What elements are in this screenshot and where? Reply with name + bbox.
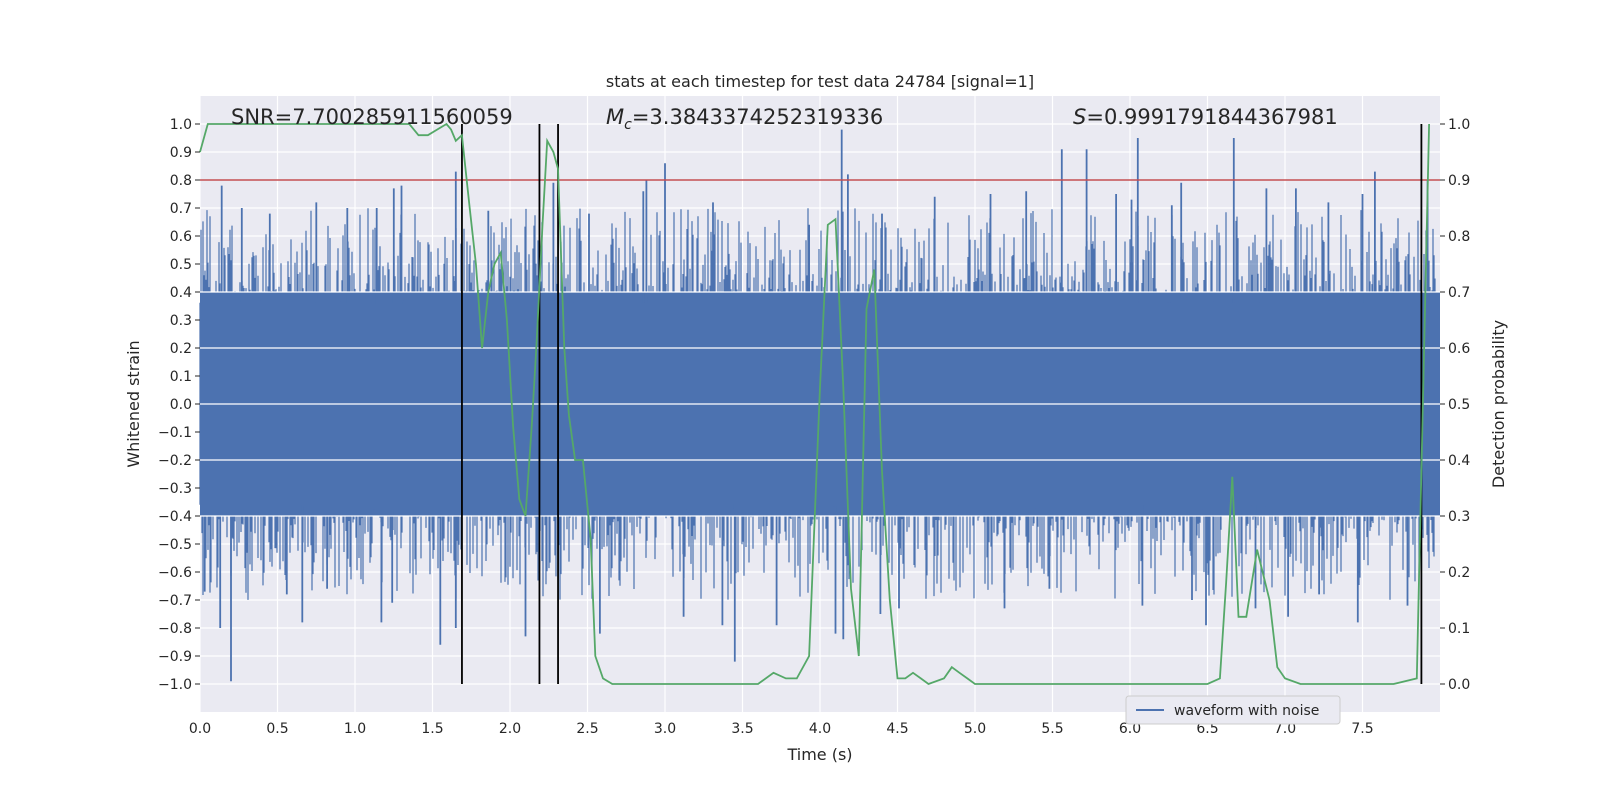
- x-tick-label: 2.5: [576, 721, 598, 737]
- y-tick-label: 0.6: [170, 229, 192, 245]
- y-tick-label: 0.7: [170, 201, 192, 217]
- x-tick-label: 0.5: [266, 721, 288, 737]
- s-annotation: S=0.9991791844367981: [1073, 105, 1338, 129]
- y2-tick-label: 0.6: [1448, 341, 1470, 357]
- y-tick-label: −0.7: [158, 593, 192, 609]
- y-tick-label: −0.4: [158, 509, 192, 525]
- y-tick-label: −1.0: [158, 677, 192, 693]
- y2-tick-label: 0.2: [1448, 565, 1470, 581]
- y-tick-label: 0.3: [170, 313, 192, 329]
- y2-tick-label: 0.8: [1448, 229, 1470, 245]
- x-tick-label: 2.0: [499, 721, 521, 737]
- chirp-mass-value: =3.3843374252319336: [632, 105, 883, 129]
- y-tick-label: −0.5: [158, 537, 192, 553]
- x-tick-label: 7.0: [1274, 721, 1296, 737]
- y-tick-label: 0.9: [170, 145, 192, 161]
- y-axis-label: Whitened strain: [124, 340, 143, 467]
- x-tick-label: 1.5: [421, 721, 443, 737]
- y-tick-label: −0.8: [158, 621, 192, 637]
- y2-tick-label: 0.0: [1448, 677, 1470, 693]
- chart-title: stats at each timestep for test data 247…: [606, 72, 1034, 91]
- legend-box: [1125, 695, 1341, 725]
- y-tick-label: 0.0: [170, 397, 192, 413]
- chirp-mass-annotation: Mc=3.3843374252319336: [606, 105, 883, 133]
- x-tick-label: 5.5: [1041, 721, 1063, 737]
- y2-tick-label: 0.7: [1448, 285, 1470, 301]
- x-tick-label: 0.0: [189, 721, 211, 737]
- x-tick-label: 4.0: [809, 721, 831, 737]
- chirp-mass-subscript: c: [624, 117, 632, 133]
- y-tick-label: −0.6: [158, 565, 192, 581]
- x-tick-label: 6.5: [1196, 721, 1218, 737]
- y2-tick-label: 0.5: [1448, 397, 1470, 413]
- x-tick-label: 7.5: [1351, 721, 1373, 737]
- y-axis-right: 1.0 0.9 0.8 0.7 0.6 0.5 0.4 0.3 0.2 0.1 0.0: [1440, 117, 1470, 693]
- y2-tick-label: 0.9: [1448, 173, 1470, 189]
- y-tick-label: −0.9: [158, 649, 192, 665]
- chirp-mass-symbol: M: [606, 105, 624, 129]
- x-axis: 0.0 0.5 1.0 1.5 2.0 2.5 3.0 3.5 4.0 4.5 5.0 5.5 6.0 6…: [189, 721, 1374, 737]
- y2-axis-label: Detection probability: [1489, 320, 1508, 488]
- legend: waveform with noise: [1125, 695, 1341, 725]
- y2-tick-label: 0.4: [1448, 453, 1470, 469]
- x-tick-label: 6.0: [1119, 721, 1141, 737]
- y2-tick-label: 1.0: [1448, 117, 1470, 133]
- detection-probability-line: [199, 122, 1430, 686]
- y2-tick-label: 0.1: [1448, 621, 1470, 637]
- y-tick-label: 0.1: [170, 369, 192, 385]
- x-axis-label: Time (s): [786, 745, 852, 764]
- y-tick-label: −0.1: [158, 425, 192, 441]
- y-tick-label: 1.0: [170, 117, 192, 133]
- x-tick-label: 5.0: [964, 721, 986, 737]
- x-tick-label: 3.0: [654, 721, 676, 737]
- x-tick-label: 3.5: [731, 721, 753, 737]
- y-tick-label: −0.3: [158, 481, 192, 497]
- y-tick-label: 0.2: [170, 341, 192, 357]
- waveform-extremes: [203, 129, 1429, 682]
- x-tick-label: 1.0: [344, 721, 366, 737]
- waveform-series: [199, 129, 1440, 682]
- y-tick-label: 0.5: [170, 257, 192, 273]
- x-tick-label: 4.5: [886, 721, 908, 737]
- s-symbol: S: [1073, 105, 1086, 129]
- y2-tick-label: 0.3: [1448, 509, 1470, 525]
- y-tick-label: 0.8: [170, 173, 192, 189]
- y-axis-left: 1.0 0.9 0.8 0.7 0.6 0.5 0.4 0.3 0.2 0.1 0.0 −0.1 −0.…: [158, 117, 200, 693]
- legend-entry: waveform with noise: [1174, 703, 1319, 719]
- y-tick-label: 0.4: [170, 285, 192, 301]
- event-lines: [461, 124, 1423, 684]
- s-value: =0.9991791844367981: [1086, 105, 1337, 129]
- y-tick-label: −0.2: [158, 453, 192, 469]
- snr-annotation: SNR=7.700285911560059: [231, 105, 513, 129]
